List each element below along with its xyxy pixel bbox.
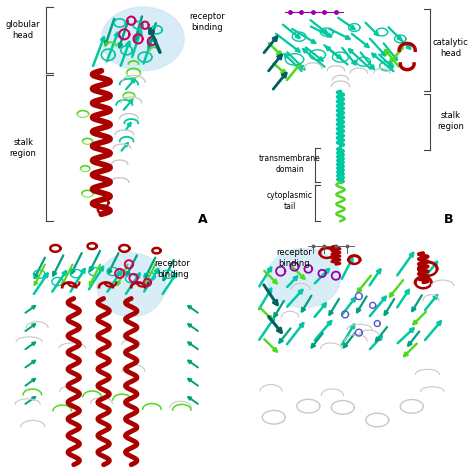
Text: catalytic
head: catalytic head — [433, 38, 469, 58]
Text: stalk
region: stalk region — [9, 138, 36, 158]
Text: cytoplasmic
tail: cytoplasmic tail — [267, 191, 313, 210]
Text: B: B — [444, 213, 453, 226]
Text: receptor
binding: receptor binding — [277, 248, 312, 268]
Text: receptor
binding: receptor binding — [189, 11, 225, 32]
Text: transmembrane
domain: transmembrane domain — [259, 154, 321, 174]
Text: A: A — [198, 213, 207, 226]
Ellipse shape — [101, 7, 184, 71]
Text: globular
head: globular head — [6, 20, 40, 40]
Text: stalk
region: stalk region — [438, 111, 465, 131]
Text: receptor
binding: receptor binding — [155, 259, 191, 279]
Ellipse shape — [267, 248, 340, 308]
Ellipse shape — [97, 253, 166, 317]
